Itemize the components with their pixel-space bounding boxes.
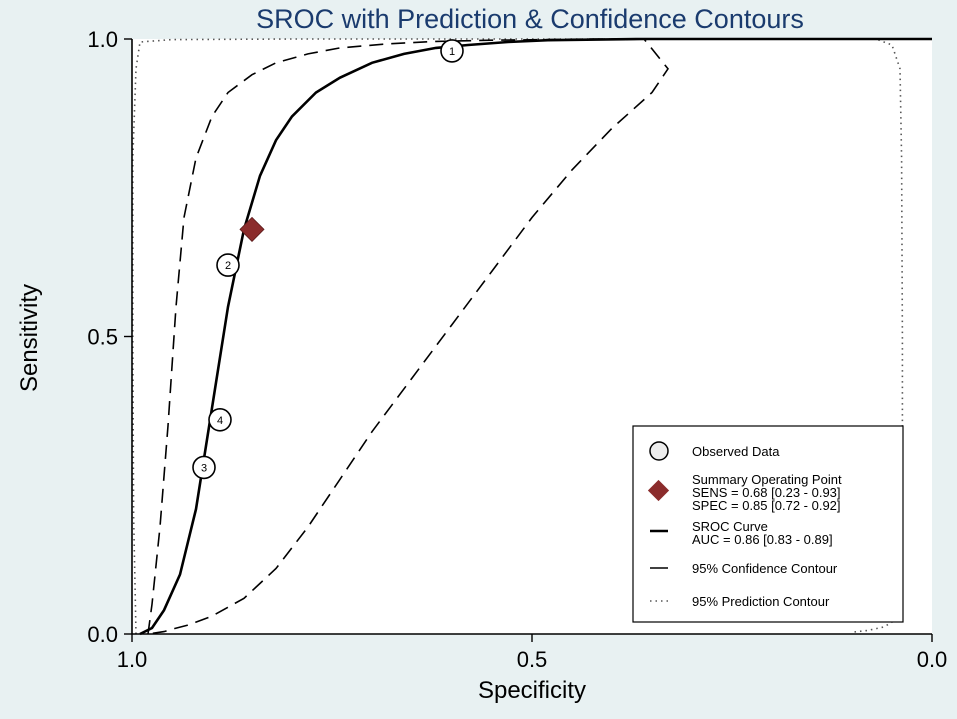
legend-summary-title: Summary Operating Point — [692, 472, 842, 487]
legend-sens: SENS = 0.68 [0.23 - 0.93] — [692, 485, 841, 500]
legend-observed-label: Observed Data — [692, 444, 780, 459]
observed-point-label: 1 — [449, 46, 455, 58]
contour-layer — [132, 37, 932, 636]
chart-title: SROC with Prediction & Confidence Contou… — [256, 4, 804, 34]
legend-confidence-label: 95% Confidence Contour — [692, 561, 838, 576]
observed-point-label: 3 — [201, 462, 207, 474]
observed-point-marker — [208, 407, 232, 432]
observed-point-marker — [440, 39, 464, 63]
legend-auc: AUC = 0.86 [0.83 - 0.89] — [692, 532, 833, 547]
points-layer: 1 2 3 4 — [192, 39, 464, 480]
legend-summary-marker — [647, 479, 670, 502]
y-axis-label: Sensitivity — [16, 284, 43, 392]
x-axis-label: Specificity — [478, 677, 586, 704]
legend-spec: SPEC = 0.85 [0.72 - 0.92] — [692, 498, 841, 513]
observed-point-label: 2 — [225, 260, 231, 272]
x-tick-label: 1.0 — [117, 647, 148, 672]
legend-sroc-title: SROC Curve — [692, 519, 768, 534]
legend-box — [632, 425, 904, 623]
sroc-curve — [139, 37, 932, 636]
axis-ticks: 1.0 0.5 0.0 0.0 0.5 1.0 — [87, 27, 947, 672]
legend: Observed Data Summary Operating Point SE… — [632, 425, 904, 623]
observed-point: 4 — [208, 407, 232, 432]
y-tick-label: 0.0 — [87, 622, 118, 647]
legend-observed-marker — [649, 441, 669, 461]
observed-point-label: 4 — [217, 415, 223, 427]
observed-point: 2 — [216, 253, 240, 277]
x-tick-label: 0.5 — [517, 647, 548, 672]
confidence-contour — [147, 38, 669, 635]
observed-point: 3 — [192, 455, 216, 480]
observed-point: 1 — [440, 39, 464, 63]
x-tick-label: 0.0 — [917, 647, 948, 672]
y-tick-label: 0.5 — [87, 325, 118, 350]
y-tick-label: 1.0 — [87, 27, 118, 52]
observed-point-marker — [192, 455, 216, 480]
legend-prediction-label: 95% Prediction Contour — [692, 594, 830, 609]
summary-point-marker — [239, 216, 265, 242]
observed-point-marker — [216, 253, 240, 277]
